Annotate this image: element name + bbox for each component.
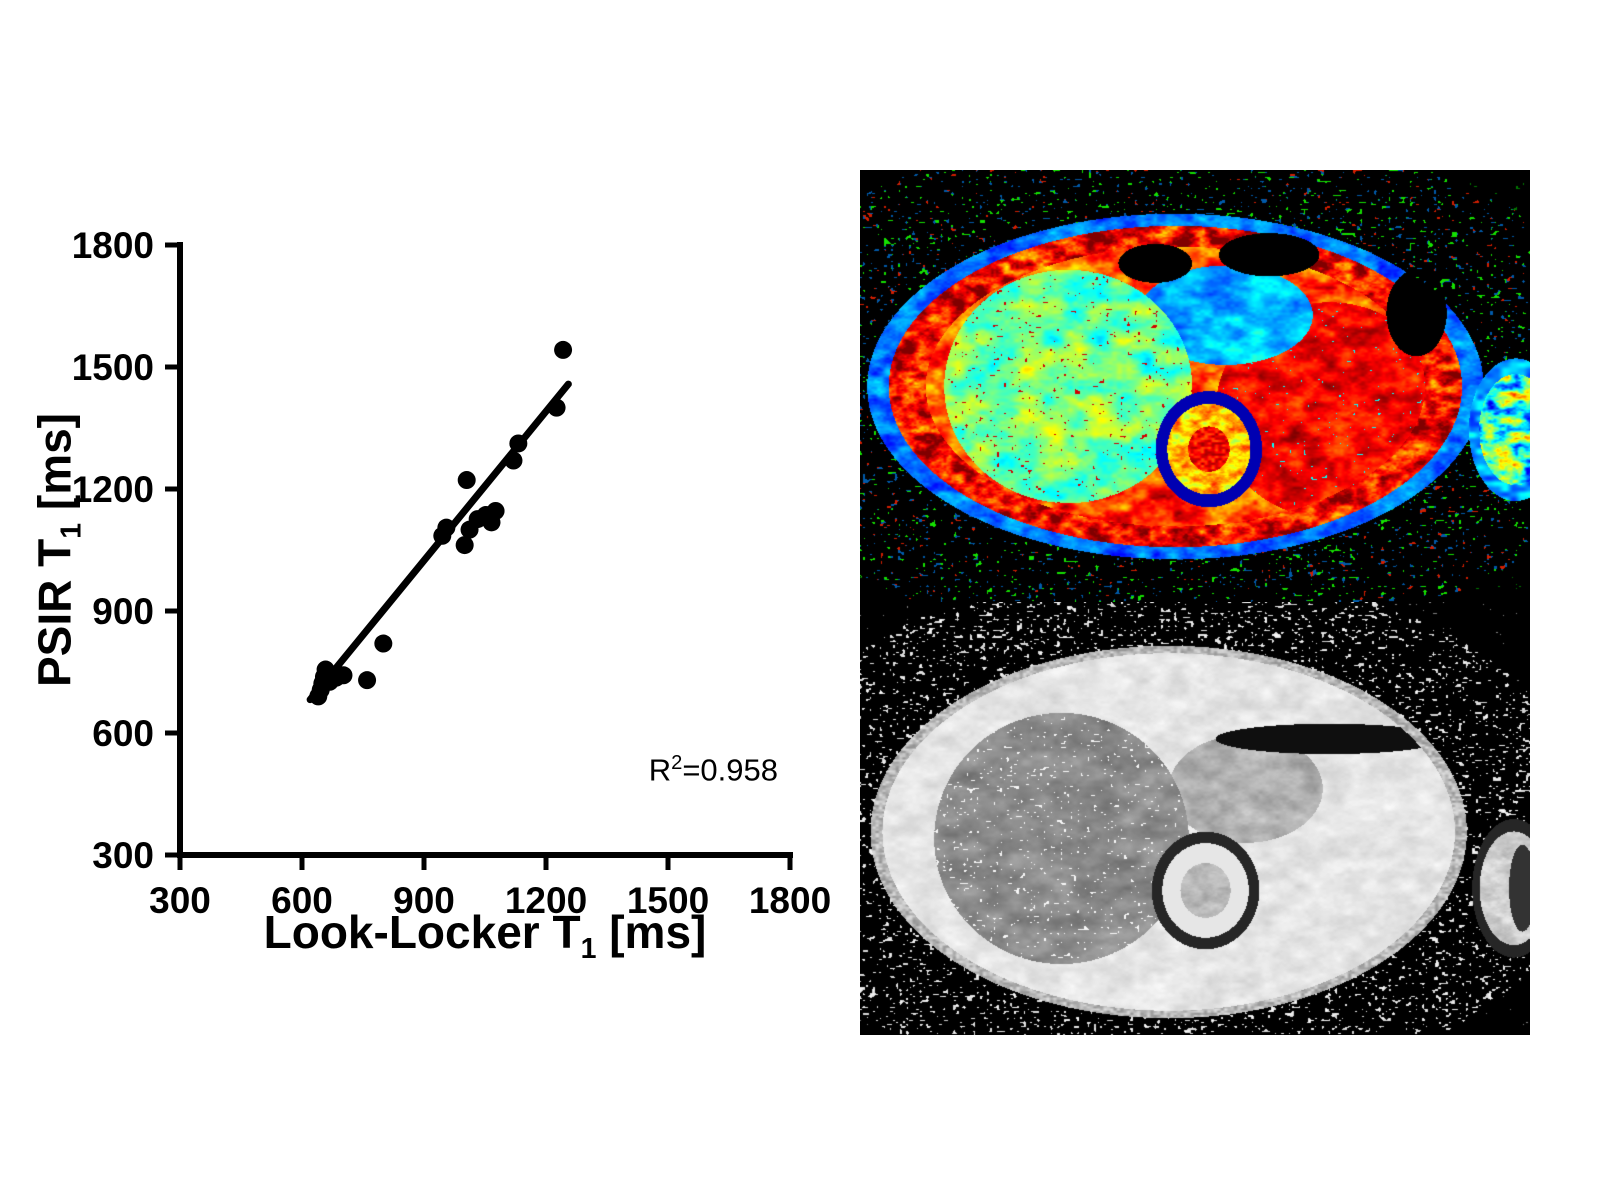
svg-text:1500: 1500 [72, 347, 154, 388]
r-squared-value: =0.958 [682, 752, 778, 788]
t1-color-map-image [860, 170, 1530, 602]
svg-text:1200: 1200 [505, 880, 587, 921]
y-axis-label: PSIR T1 [ms] [27, 413, 88, 687]
svg-text:600: 600 [271, 880, 333, 921]
r-squared-annotation: R2=0.958 [649, 752, 778, 788]
svg-text:600: 600 [92, 713, 154, 754]
svg-text:900: 900 [393, 880, 455, 921]
svg-text:1800: 1800 [749, 880, 831, 921]
x-axis-label-unit: [ms] [596, 906, 707, 958]
t1-grayscale-map-image [860, 602, 1530, 1035]
svg-text:900: 900 [92, 591, 154, 632]
mri-panel [860, 170, 1530, 1035]
y-axis-label-subscript: 1 [55, 522, 88, 539]
svg-text:300: 300 [149, 880, 211, 921]
svg-text:1500: 1500 [627, 880, 709, 921]
x-axis-label-main: Look-Locker T [263, 906, 581, 958]
scatter-plot-svg: 300 600 900 1200 1500 1800 300 600 900 1200 1500 18… [72, 225, 831, 921]
y-axis-label-main: PSIR T [28, 538, 81, 688]
r-squared-exponent: 2 [671, 752, 683, 774]
y-axis-label-unit: [ms] [28, 412, 81, 523]
r-squared-base: R [648, 752, 672, 788]
x-axis-label-subscript: 1 [580, 933, 597, 966]
svg-text:1800: 1800 [72, 225, 154, 266]
x-axis-label: Look-Locker T1 [ms] [180, 905, 790, 966]
svg-text:300: 300 [92, 835, 154, 876]
scatter-chart: 300 600 900 1200 1500 1800 300 600 900 1200 1500 18… [20, 200, 840, 1000]
svg-text:1200: 1200 [72, 469, 154, 510]
